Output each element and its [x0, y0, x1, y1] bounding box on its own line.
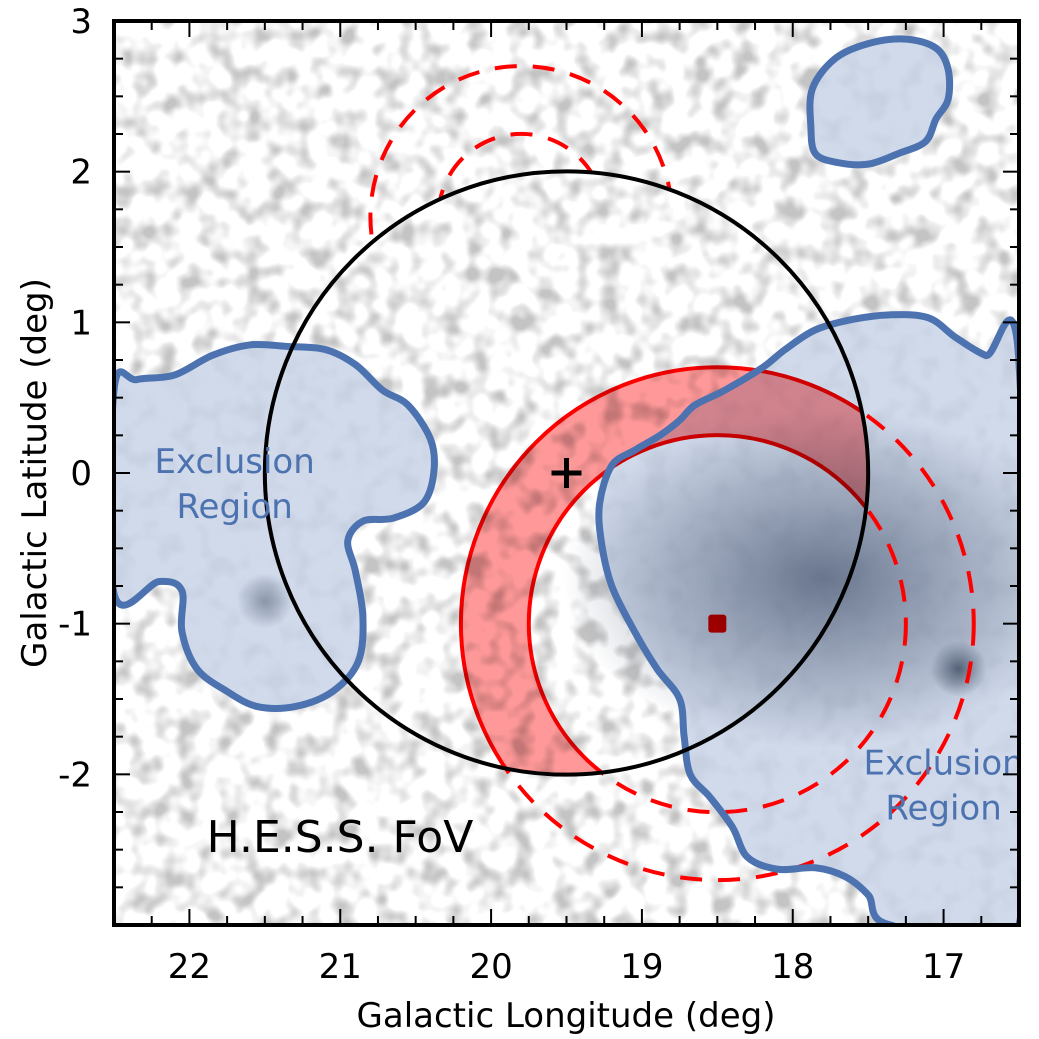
region-labels: Exclusion Region Exclusion Region H.E.S.…: [155, 442, 1023, 863]
exclusion-region-outline: [114, 340, 438, 712]
background-rings: [264, 64, 976, 883]
exclusion-outlines: [114, 35, 1019, 925]
plot-area: Exclusion Region Exclusion Region H.E.S.…: [114, 21, 1023, 925]
exclusion-region-fill: [809, 38, 950, 165]
x-axis-title: Galactic Longitude (deg): [357, 996, 776, 1036]
plot-frame: [112, 19, 1021, 927]
y-tick-label: 1: [70, 303, 92, 343]
x-tick-label: 20: [469, 947, 512, 987]
exclusion-region-outline: [595, 311, 1019, 925]
fov-layer: [262, 169, 871, 777]
y-tick-labels: 3 2 1 0 -1 -2: [58, 2, 92, 795]
x-tick-label: 22: [168, 947, 211, 987]
x-tick-label: 21: [319, 947, 362, 987]
y-tick-label: 0: [70, 454, 92, 494]
y-tick-label: 2: [70, 153, 92, 193]
y-tick-label: -1: [58, 605, 92, 645]
fov-label: H.E.S.S. FoV: [207, 812, 474, 863]
exclusion-label-left-line1: Exclusion: [155, 442, 315, 482]
y-axis-title: Galactic Latitude (deg): [15, 278, 55, 668]
exclusion-region-outline: [806, 35, 954, 169]
y-tick-label: 3: [70, 2, 92, 42]
x-tick-labels: 22 21 20 19 18 17: [168, 947, 965, 987]
x-tick-label: 17: [922, 947, 965, 987]
fov-exclusion-fill: [264, 344, 435, 709]
exclusion-label-left-line2: Region: [176, 487, 292, 527]
exclusion-label-right-line2: Region: [885, 788, 1001, 828]
emission-hotspot: [236, 573, 293, 630]
emission-hotspot: [930, 640, 987, 697]
x-tick-label: 18: [771, 947, 814, 987]
exclusion-label-right-line1: Exclusion: [863, 743, 1023, 783]
x-tick-label: 19: [620, 947, 663, 987]
fov-circle: [262, 169, 871, 777]
y-tick-label: -2: [58, 755, 92, 795]
fov-emission-hotspot: [562, 408, 869, 749]
